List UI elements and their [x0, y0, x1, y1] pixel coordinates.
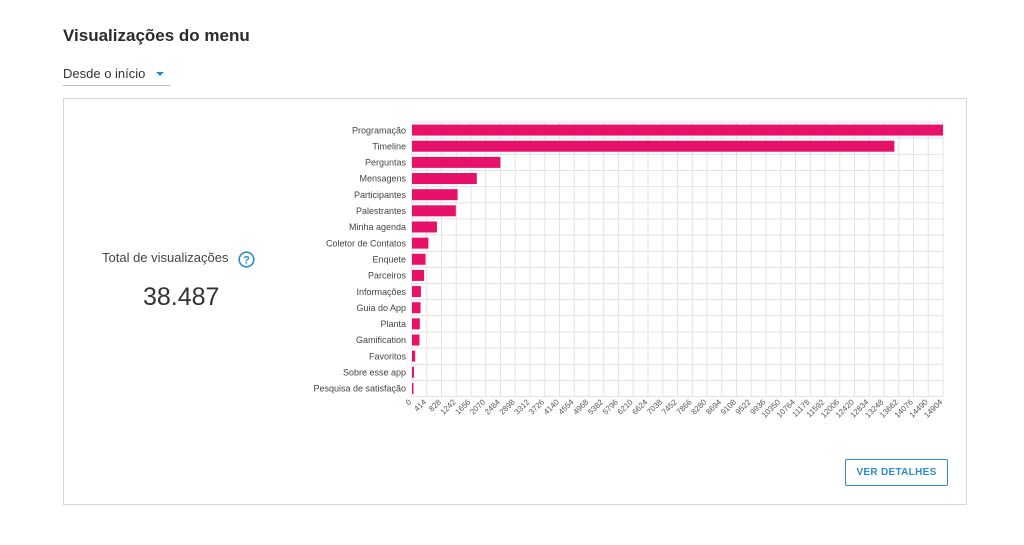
x-tick-label: 414: [412, 397, 428, 413]
category-label: Palestrantes: [356, 206, 407, 216]
x-tick-label: 5796: [601, 397, 620, 416]
x-tick-label: 7038: [645, 397, 664, 416]
x-tick-label: 4968: [571, 397, 590, 416]
category-label: Guia do App: [356, 303, 406, 313]
category-label: Pesquisa de satisfação: [313, 384, 406, 394]
x-tick-label: 7452: [660, 397, 679, 416]
x-tick-label: 8280: [689, 397, 708, 416]
category-label: Coletor de Contatos: [326, 238, 407, 248]
category-label: Favoritos: [369, 351, 407, 361]
period-dropdown[interactable]: Desde o início: [63, 64, 170, 86]
category-label: Mensagens: [359, 174, 406, 184]
category-label: Perguntas: [365, 158, 407, 168]
x-tick-label: 2070: [468, 397, 487, 416]
x-tick-label: 3312: [512, 397, 531, 416]
total-views-label: Total de visualizações: [102, 250, 229, 265]
bar: [412, 286, 421, 298]
bar: [412, 205, 456, 217]
bar: [412, 173, 477, 185]
bar: [412, 318, 420, 330]
x-tick-label: 1242: [439, 397, 458, 416]
bar: [412, 156, 501, 168]
bar: [412, 140, 895, 152]
x-tick-label: 3726: [527, 397, 546, 416]
bar: [412, 189, 458, 201]
category-label: Parceiros: [368, 271, 407, 281]
bar: [412, 221, 437, 233]
x-tick-label: 5382: [586, 397, 605, 416]
bar: [412, 237, 429, 249]
view-details-button[interactable]: VER DETALHES: [845, 459, 948, 486]
bar: [412, 382, 414, 394]
category-label: Participantes: [354, 190, 407, 200]
bar: [412, 302, 421, 314]
bar: [412, 350, 416, 362]
category-label: Minha agenda: [349, 222, 406, 232]
x-tick-label: 0: [404, 397, 414, 407]
x-tick-label: 9522: [734, 397, 753, 416]
category-label: Timeline: [372, 141, 406, 151]
x-tick-label: 2898: [498, 397, 517, 416]
x-tick-label: 1656: [453, 397, 472, 416]
x-tick-label: 4140: [542, 397, 561, 416]
bar: [412, 334, 420, 346]
bar: [412, 124, 943, 136]
chevron-down-icon: [156, 72, 164, 76]
period-dropdown-value: Desde o início: [63, 66, 146, 81]
page-title: Visualizações do menu: [63, 26, 250, 45]
category-label: Planta: [380, 319, 406, 329]
category-label: Informações: [356, 287, 406, 297]
bar: [412, 269, 425, 281]
svg-text:?: ?: [243, 255, 250, 267]
x-tick-label: 4554: [557, 397, 576, 416]
x-tick-label: 9108: [719, 397, 738, 416]
menu-views-bar-chart: Programação Timeline Perguntas Mensagens Par…: [313, 121, 945, 420]
bar: [412, 253, 426, 265]
x-tick-label: 2484: [483, 397, 502, 416]
x-tick-label: 6210: [616, 397, 635, 416]
category-label: Programação: [352, 125, 406, 135]
x-tick-label: 6624: [630, 397, 649, 416]
category-label: Gamification: [356, 335, 406, 345]
help-icon[interactable]: ?: [238, 251, 255, 268]
x-tick-label: 8694: [704, 397, 723, 416]
bar: [412, 366, 414, 378]
category-label: Enquete: [372, 254, 406, 264]
category-label: Sobre esse app: [343, 368, 406, 378]
x-tick-label: 7866: [675, 397, 694, 416]
total-views-value: 38.487: [143, 283, 220, 311]
